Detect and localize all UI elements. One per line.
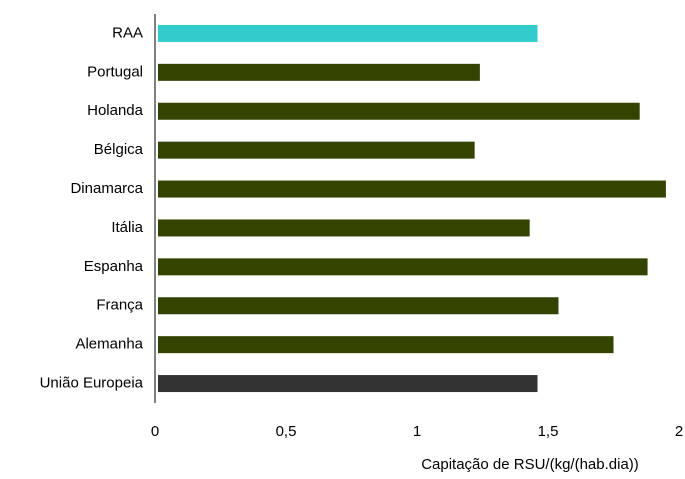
- y-tick-label: Holanda: [87, 102, 144, 119]
- bar: [158, 102, 640, 120]
- bar: [158, 336, 614, 354]
- bar: [158, 258, 648, 276]
- bar: [158, 24, 538, 42]
- y-tick-label: Espanha: [84, 258, 144, 275]
- y-tick-label: RAA: [112, 24, 143, 41]
- y-tick-label: União Europeia: [40, 375, 144, 392]
- bar: [158, 141, 475, 159]
- x-tick-label: 0,5: [276, 423, 297, 440]
- x-tick-label: 2: [675, 423, 683, 440]
- bar: [158, 297, 559, 315]
- bar: [158, 63, 480, 81]
- bar: [158, 375, 538, 393]
- y-tick-label: Portugal: [87, 63, 143, 80]
- x-tick-label: 1: [413, 423, 421, 440]
- x-tick-label: 1,5: [538, 423, 559, 440]
- y-tick-label: Itália: [111, 219, 143, 236]
- bar: [158, 219, 530, 237]
- bar: [158, 180, 666, 198]
- y-tick-label: Bélgica: [94, 141, 144, 158]
- y-tick-label: Alemanha: [75, 336, 143, 353]
- x-tick-label: 0: [151, 423, 159, 440]
- y-tick-label: Dinamarca: [70, 180, 143, 197]
- x-axis-title: Capitação de RSU/(kg/(hab.dia)): [421, 456, 639, 473]
- y-tick-label: França: [96, 297, 143, 314]
